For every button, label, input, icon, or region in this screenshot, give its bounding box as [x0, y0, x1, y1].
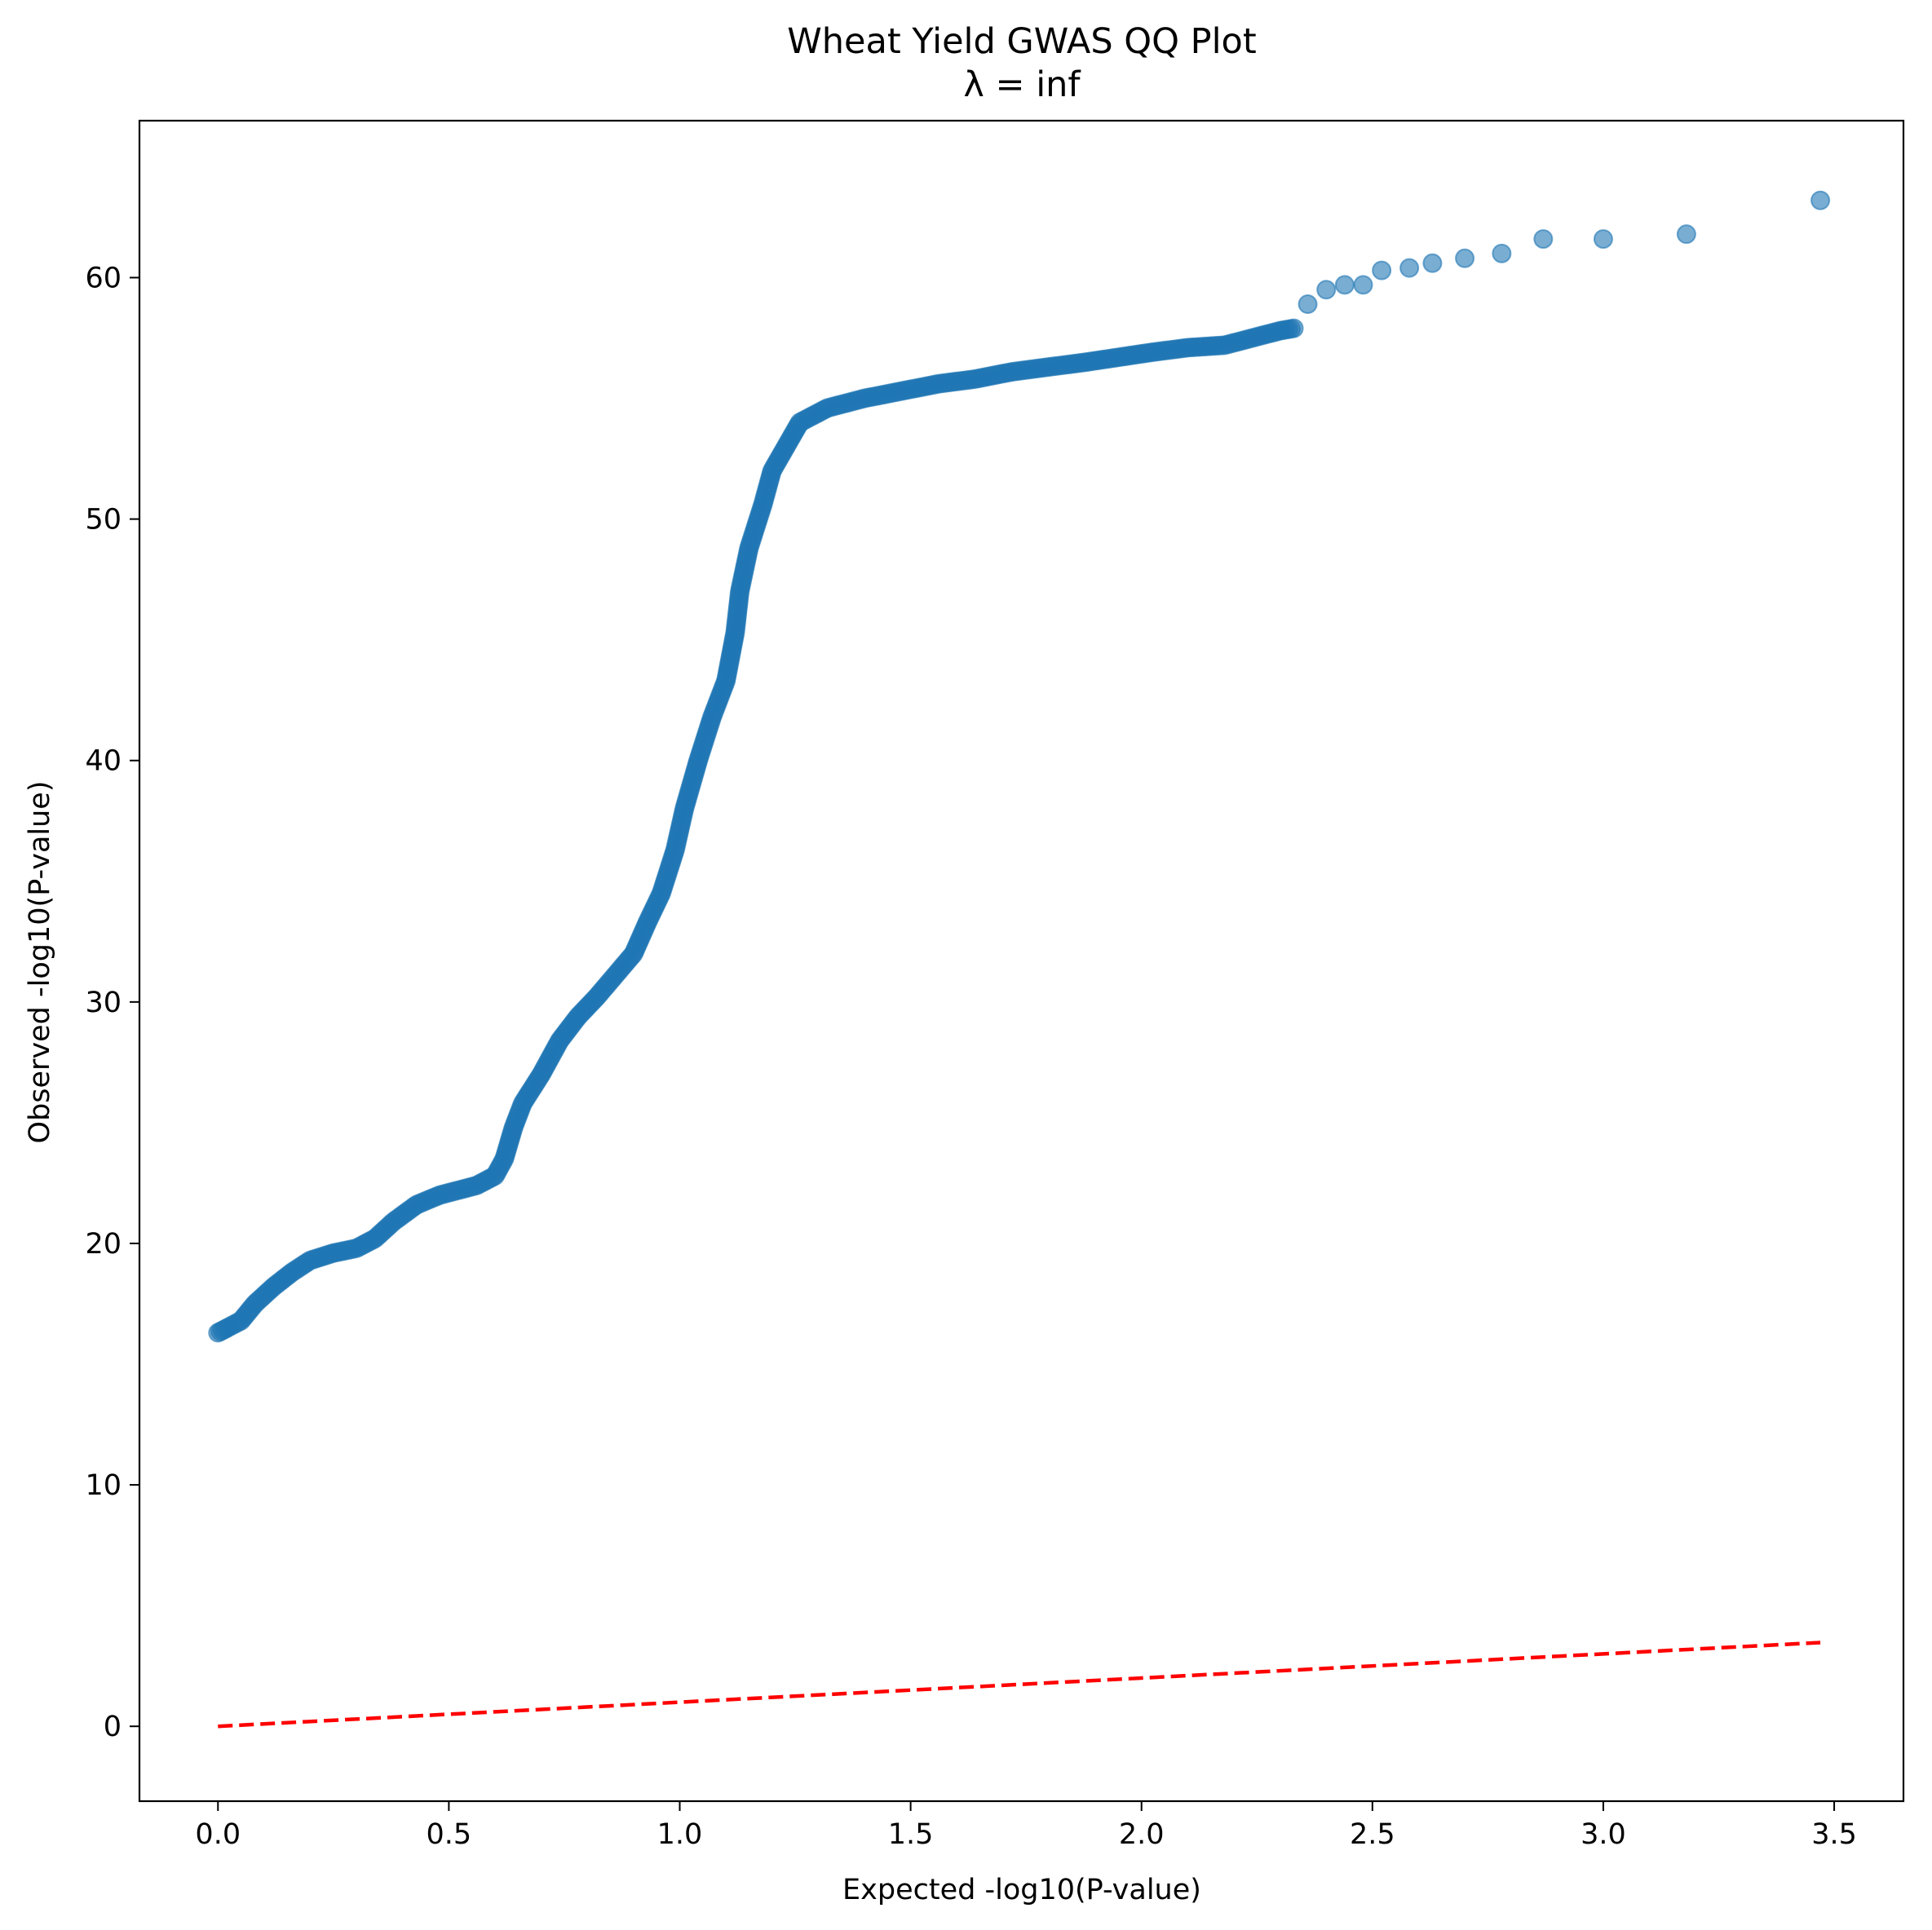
qq-tail-point — [1298, 294, 1318, 315]
qq-tail-point — [1316, 280, 1337, 300]
x-tick-label: 0.5 — [427, 1818, 472, 1851]
qq-tail-point — [1810, 190, 1831, 210]
qq-tail-point — [1372, 260, 1392, 280]
qq-tail-point — [1593, 229, 1613, 250]
reference-line-layer — [218, 1641, 1821, 1729]
chart-subtitle: λ = inf — [963, 64, 1081, 105]
y-tick-label: 20 — [85, 1228, 122, 1261]
y-axis-ticks: 0 10 20 30 40 50 60 — [85, 262, 139, 1743]
plot-area-frame — [138, 119, 1905, 1803]
qq-tail-point — [1533, 229, 1554, 250]
qq-tail-point — [1492, 243, 1512, 263]
x-tick-label: 1.0 — [657, 1818, 703, 1851]
qq-tail-point — [1676, 224, 1696, 245]
x-axis-label: Expected -log10(P-value) — [842, 1874, 1201, 1906]
x-tick-label: 0.0 — [195, 1818, 241, 1851]
y-tick-label: 40 — [85, 745, 122, 778]
y-tick-label: 0 — [104, 1711, 122, 1743]
y-tick-label: 50 — [85, 504, 122, 537]
x-axis-ticks: 0.0 0.5 1.0 1.5 2.0 2.5 3.0 3.5 — [195, 1801, 1857, 1851]
qq-tail-point — [1422, 253, 1443, 273]
qq-point — [1284, 318, 1304, 338]
y-tick-label: 30 — [85, 987, 122, 1019]
y-axis-label: Observed -log10(P-value) — [24, 781, 56, 1144]
qq-tail-point — [1399, 258, 1420, 278]
reference-diagonal-line — [218, 1641, 1821, 1729]
x-tick-label: 3.0 — [1581, 1818, 1626, 1851]
chart-title: Wheat Yield GWAS QQ Plot — [787, 21, 1256, 62]
x-tick-label: 2.0 — [1119, 1818, 1165, 1851]
qq-tail-point — [1334, 275, 1355, 295]
x-tick-label: 3.5 — [1811, 1818, 1857, 1851]
x-tick-label: 1.5 — [888, 1818, 934, 1851]
qq-tail-point — [1455, 248, 1475, 268]
x-tick-label: 2.5 — [1350, 1818, 1395, 1851]
y-tick-label: 60 — [85, 262, 122, 294]
y-tick-label: 10 — [85, 1469, 122, 1502]
qq-tail-point — [1353, 275, 1373, 295]
data-points-layer — [208, 190, 1831, 1343]
